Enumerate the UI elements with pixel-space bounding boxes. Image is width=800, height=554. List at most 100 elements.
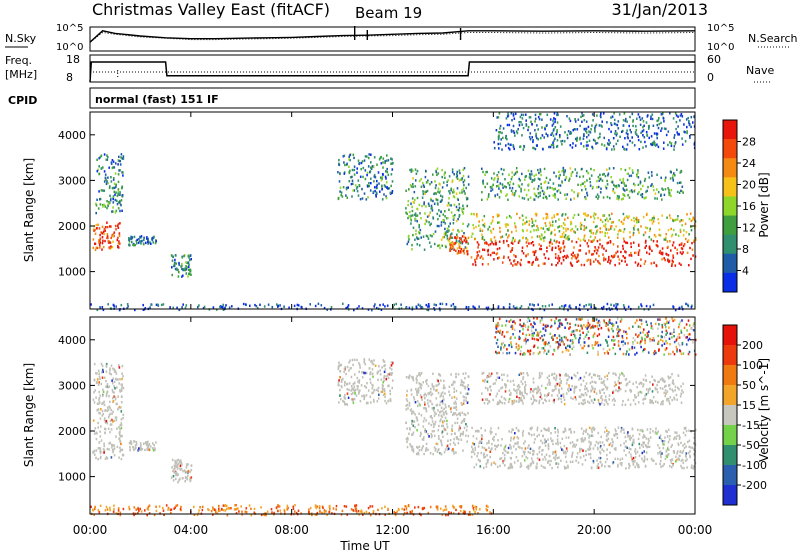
power-cell (672, 117, 675, 120)
velocity-cell (356, 388, 359, 391)
power-cell (608, 167, 611, 170)
velocity-cell (461, 403, 463, 406)
velocity-cell (148, 442, 151, 446)
power-cell (672, 306, 675, 309)
power-cell (613, 304, 615, 307)
velocity-cell (122, 386, 125, 390)
velocity-cell (623, 431, 625, 434)
velocity-cell (438, 382, 440, 385)
velocity-cell (448, 390, 450, 393)
power-cell (531, 173, 533, 176)
power-cell (537, 115, 540, 119)
power-cell (630, 254, 633, 257)
power-cell (187, 254, 190, 258)
velocity-cell (654, 400, 657, 403)
power-cell (664, 258, 666, 262)
velocity-cell (117, 407, 120, 410)
velocity-cell (405, 421, 407, 424)
power-cell (385, 170, 387, 173)
velocity-cell (412, 431, 415, 434)
power-cell (535, 135, 537, 138)
velocity-cell (457, 412, 460, 416)
velocity-cell (519, 446, 521, 449)
power-cell (146, 236, 148, 239)
velocity-cell (93, 401, 96, 404)
power-cell (414, 168, 417, 171)
power-cell (668, 188, 670, 192)
velocity-cell (494, 462, 497, 466)
power-cell (182, 303, 184, 306)
power-cell (505, 144, 507, 147)
velocity-cell (451, 424, 454, 427)
power-cell (513, 222, 516, 225)
power-cell (594, 130, 596, 133)
velocity-cell (540, 384, 543, 388)
power-cell (612, 189, 614, 193)
power-cell (354, 184, 357, 187)
power-cell (455, 249, 457, 252)
power-cell (450, 304, 453, 307)
power-cell (147, 239, 149, 242)
power-cell (540, 226, 542, 230)
power-cell (576, 136, 578, 140)
velocity-cell (441, 400, 444, 403)
power-cell (351, 179, 354, 182)
velocity-cell (479, 465, 482, 468)
power-cell (424, 175, 427, 179)
velocity-cell (186, 478, 189, 481)
power-cell (370, 177, 372, 180)
power-cell (366, 185, 369, 188)
power-cell (183, 268, 186, 272)
power-cell (510, 130, 513, 133)
power-cell (433, 307, 435, 310)
power-cell (376, 183, 378, 187)
power-cell (149, 241, 151, 244)
velocity-cell (129, 440, 132, 443)
velocity-cell (493, 461, 495, 464)
velocity-cell (538, 433, 540, 437)
velocity-cell (477, 458, 480, 461)
power-cell (688, 123, 691, 126)
velocity-cell (597, 442, 599, 445)
power-cell (667, 187, 669, 190)
velocity-cell (467, 392, 470, 396)
power-cell (665, 133, 668, 137)
velocity-cell (648, 439, 650, 442)
power-cell (555, 133, 558, 136)
power-cell (517, 261, 519, 264)
velocity-cell (603, 403, 606, 406)
power-cell (665, 127, 667, 131)
velocity-cell (177, 481, 179, 484)
power-cell (564, 304, 567, 307)
power-cell (346, 196, 349, 199)
power-cell (679, 230, 682, 234)
velocity-cell (175, 465, 178, 468)
power-cell (651, 143, 653, 147)
velocity-cell (674, 389, 676, 392)
velocity-cell (481, 398, 484, 401)
power-cell (610, 123, 613, 127)
velocity-cell (465, 392, 467, 396)
velocity-cell (635, 381, 637, 384)
velocity-cell (526, 372, 528, 375)
power-cell (637, 192, 639, 196)
velocity-cell (485, 465, 488, 468)
power-cell (681, 137, 683, 140)
power-cell (384, 185, 387, 188)
velocity-cell (354, 373, 356, 376)
velocity-cell (458, 429, 460, 432)
velocity-cell (599, 456, 602, 460)
velocity-cell (340, 378, 343, 382)
power-cell (592, 239, 594, 242)
power-cell (626, 143, 629, 146)
power-cell (577, 259, 580, 263)
power-cell (420, 185, 423, 188)
power-cell (339, 190, 341, 193)
power-cell (113, 177, 115, 180)
power-cell (692, 218, 694, 221)
velocity-cell (102, 390, 105, 394)
velocity-cell (95, 437, 98, 441)
power-cell (531, 263, 533, 266)
power-cell (645, 145, 647, 148)
power-cell (117, 163, 119, 166)
